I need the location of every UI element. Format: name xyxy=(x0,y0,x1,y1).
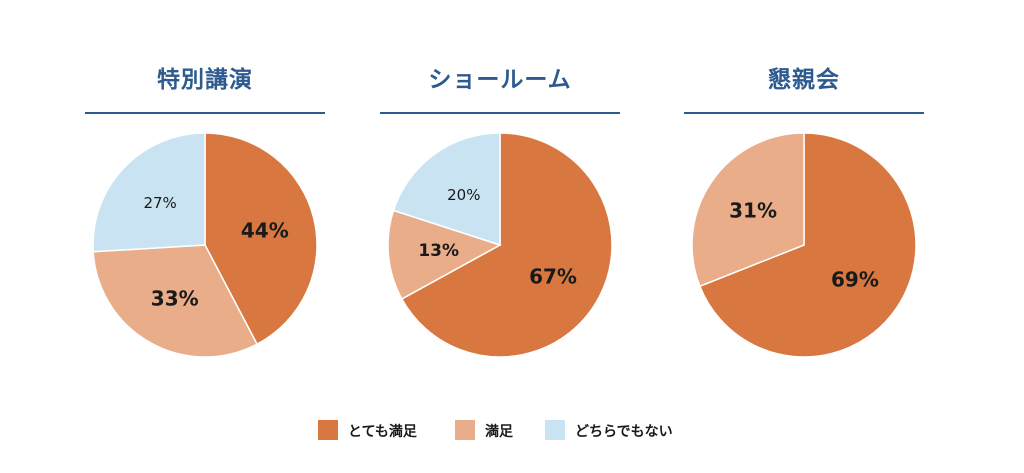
pie-slice-very-satisfied xyxy=(698,132,917,358)
pie-data-label: 44% xyxy=(241,218,289,242)
pie-slice-very-satisfied xyxy=(400,132,613,358)
chart-title: 懇親会 xyxy=(768,67,840,93)
pie-data-label: 20% xyxy=(447,186,480,204)
pie-slice-neutral xyxy=(92,132,206,253)
pie-data-label: 69% xyxy=(831,268,879,292)
pie-slice-satisfied xyxy=(387,209,502,300)
legend-swatch xyxy=(545,420,565,440)
pie-data-label: 33% xyxy=(151,287,199,311)
pie-data-label: 31% xyxy=(729,198,777,222)
chart-panel-special-lecture: 特別講演 44% 33% 27% xyxy=(85,0,325,380)
pie-data-label: 13% xyxy=(418,241,459,261)
chart-title: 特別講演 xyxy=(157,67,253,93)
pie-chart: 44% 33% 27% xyxy=(92,132,318,358)
legend-label: とても満足 xyxy=(348,424,417,440)
pie-chart: 67% 13% 20% xyxy=(387,132,613,358)
chart-legend: とても満足 満足 どちらでもない xyxy=(0,418,1024,442)
pie-slice-neutral xyxy=(392,132,501,247)
pie-data-label: 27% xyxy=(143,194,176,212)
title-underline xyxy=(380,112,620,114)
title-underline xyxy=(85,112,325,114)
pie-slice-satisfied xyxy=(92,244,259,358)
chart-title: ショールーム xyxy=(428,67,572,93)
chart-panel-showroom: ショールーム 67% 13% 20% xyxy=(380,0,620,380)
legend-label: どちらでもない xyxy=(575,424,673,440)
pie-slice-very-satisfied xyxy=(204,132,318,346)
legend-swatch xyxy=(318,420,338,440)
chart-panel-reception: 懇親会 69% 31% xyxy=(684,0,924,380)
pie-chart: 69% 31% xyxy=(691,132,917,358)
legend-swatch xyxy=(455,420,475,440)
title-underline xyxy=(684,112,924,114)
pie-data-label: 67% xyxy=(529,264,577,288)
legend-label: 満足 xyxy=(485,424,513,440)
pie-slice-satisfied xyxy=(691,132,805,288)
